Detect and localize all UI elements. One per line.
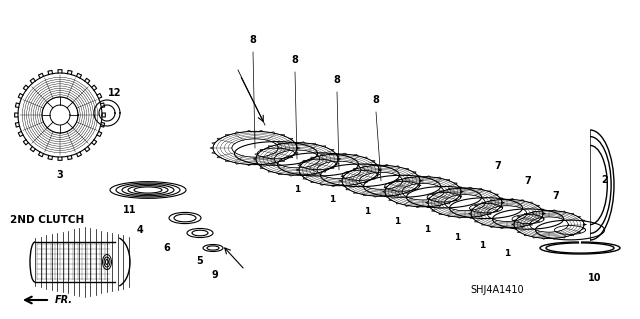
Text: 1: 1: [504, 249, 510, 257]
Text: 10: 10: [588, 273, 602, 283]
Text: 7: 7: [495, 161, 501, 171]
Text: 1: 1: [329, 196, 335, 204]
Text: 1: 1: [394, 218, 400, 226]
Text: 1: 1: [454, 234, 460, 242]
Text: 7: 7: [525, 176, 531, 186]
Text: 8: 8: [250, 35, 257, 45]
Text: 1: 1: [364, 206, 370, 216]
Text: 9: 9: [212, 270, 218, 280]
Text: SHJ4A1410: SHJ4A1410: [470, 285, 524, 295]
Text: 5: 5: [196, 256, 204, 266]
Text: 8: 8: [333, 75, 340, 85]
Text: 2ND CLUTCH: 2ND CLUTCH: [10, 215, 84, 225]
Text: 1: 1: [479, 241, 485, 250]
Text: 2: 2: [602, 175, 609, 185]
Text: 1: 1: [294, 186, 300, 195]
Text: 11: 11: [124, 205, 137, 215]
Text: 7: 7: [552, 191, 559, 201]
Text: 8: 8: [372, 95, 380, 105]
Text: 1: 1: [424, 226, 430, 234]
Text: FR.: FR.: [55, 295, 73, 305]
Text: 4: 4: [136, 225, 143, 235]
Text: 12: 12: [108, 88, 122, 98]
Text: 6: 6: [164, 243, 170, 253]
Text: 3: 3: [56, 170, 63, 180]
Text: 8: 8: [292, 55, 298, 65]
